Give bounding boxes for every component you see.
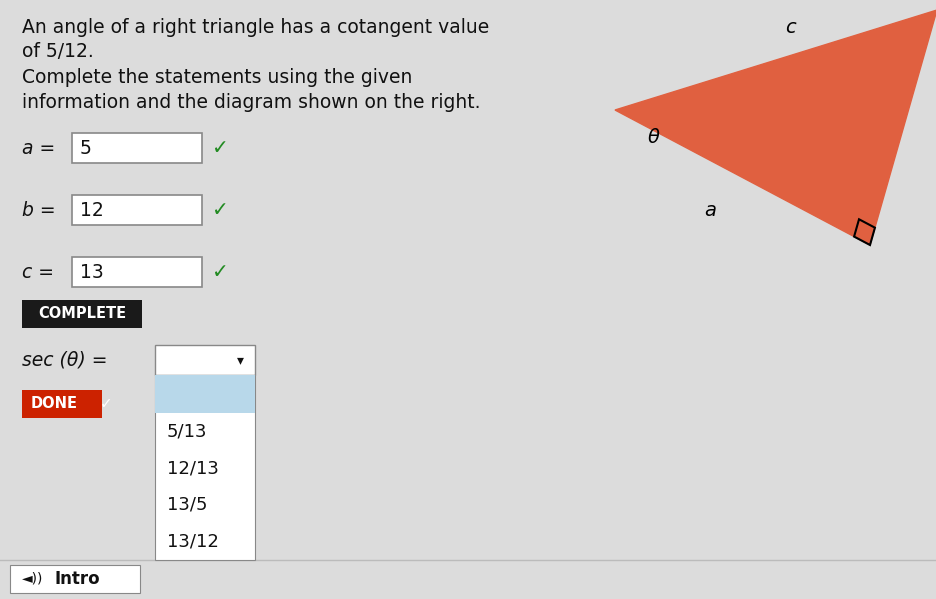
Text: 12: 12	[80, 201, 104, 219]
Text: 12/13: 12/13	[167, 459, 219, 477]
Text: sec (θ) =: sec (θ) =	[22, 350, 108, 370]
Text: information and the diagram shown on the right.: information and the diagram shown on the…	[22, 93, 480, 112]
Text: 13/12: 13/12	[167, 533, 219, 550]
Text: DONE: DONE	[31, 397, 78, 412]
FancyBboxPatch shape	[154, 375, 255, 560]
FancyBboxPatch shape	[154, 345, 255, 375]
Text: COMPLETE: COMPLETE	[37, 307, 126, 322]
FancyBboxPatch shape	[72, 257, 202, 287]
Text: ▾: ▾	[236, 353, 243, 367]
Text: of 5/12.: of 5/12.	[22, 42, 94, 61]
Text: θ: θ	[648, 128, 659, 147]
Text: ✓: ✓	[100, 397, 112, 412]
Text: c: c	[783, 18, 795, 37]
Text: An angle of a right triangle has a cotangent value: An angle of a right triangle has a cotan…	[22, 18, 489, 37]
Text: c =: c =	[22, 262, 54, 282]
Polygon shape	[614, 10, 936, 245]
Text: ◄)): ◄))	[22, 572, 43, 586]
Text: ✓: ✓	[212, 138, 228, 158]
FancyBboxPatch shape	[22, 300, 142, 328]
Text: a: a	[703, 201, 715, 219]
FancyBboxPatch shape	[22, 390, 102, 418]
FancyBboxPatch shape	[154, 375, 255, 413]
Text: ✓: ✓	[212, 262, 228, 282]
FancyBboxPatch shape	[10, 565, 139, 593]
FancyBboxPatch shape	[72, 133, 202, 163]
Text: b =: b =	[22, 201, 55, 219]
FancyBboxPatch shape	[72, 195, 202, 225]
Text: ✓: ✓	[212, 201, 228, 219]
Text: 13: 13	[80, 262, 104, 282]
Text: Complete the statements using the given: Complete the statements using the given	[22, 68, 412, 87]
Text: a =: a =	[22, 138, 55, 158]
Text: 5: 5	[80, 138, 92, 158]
Text: 13/5: 13/5	[167, 496, 207, 514]
Text: Intro: Intro	[55, 570, 100, 588]
Text: 5/13: 5/13	[167, 422, 207, 440]
